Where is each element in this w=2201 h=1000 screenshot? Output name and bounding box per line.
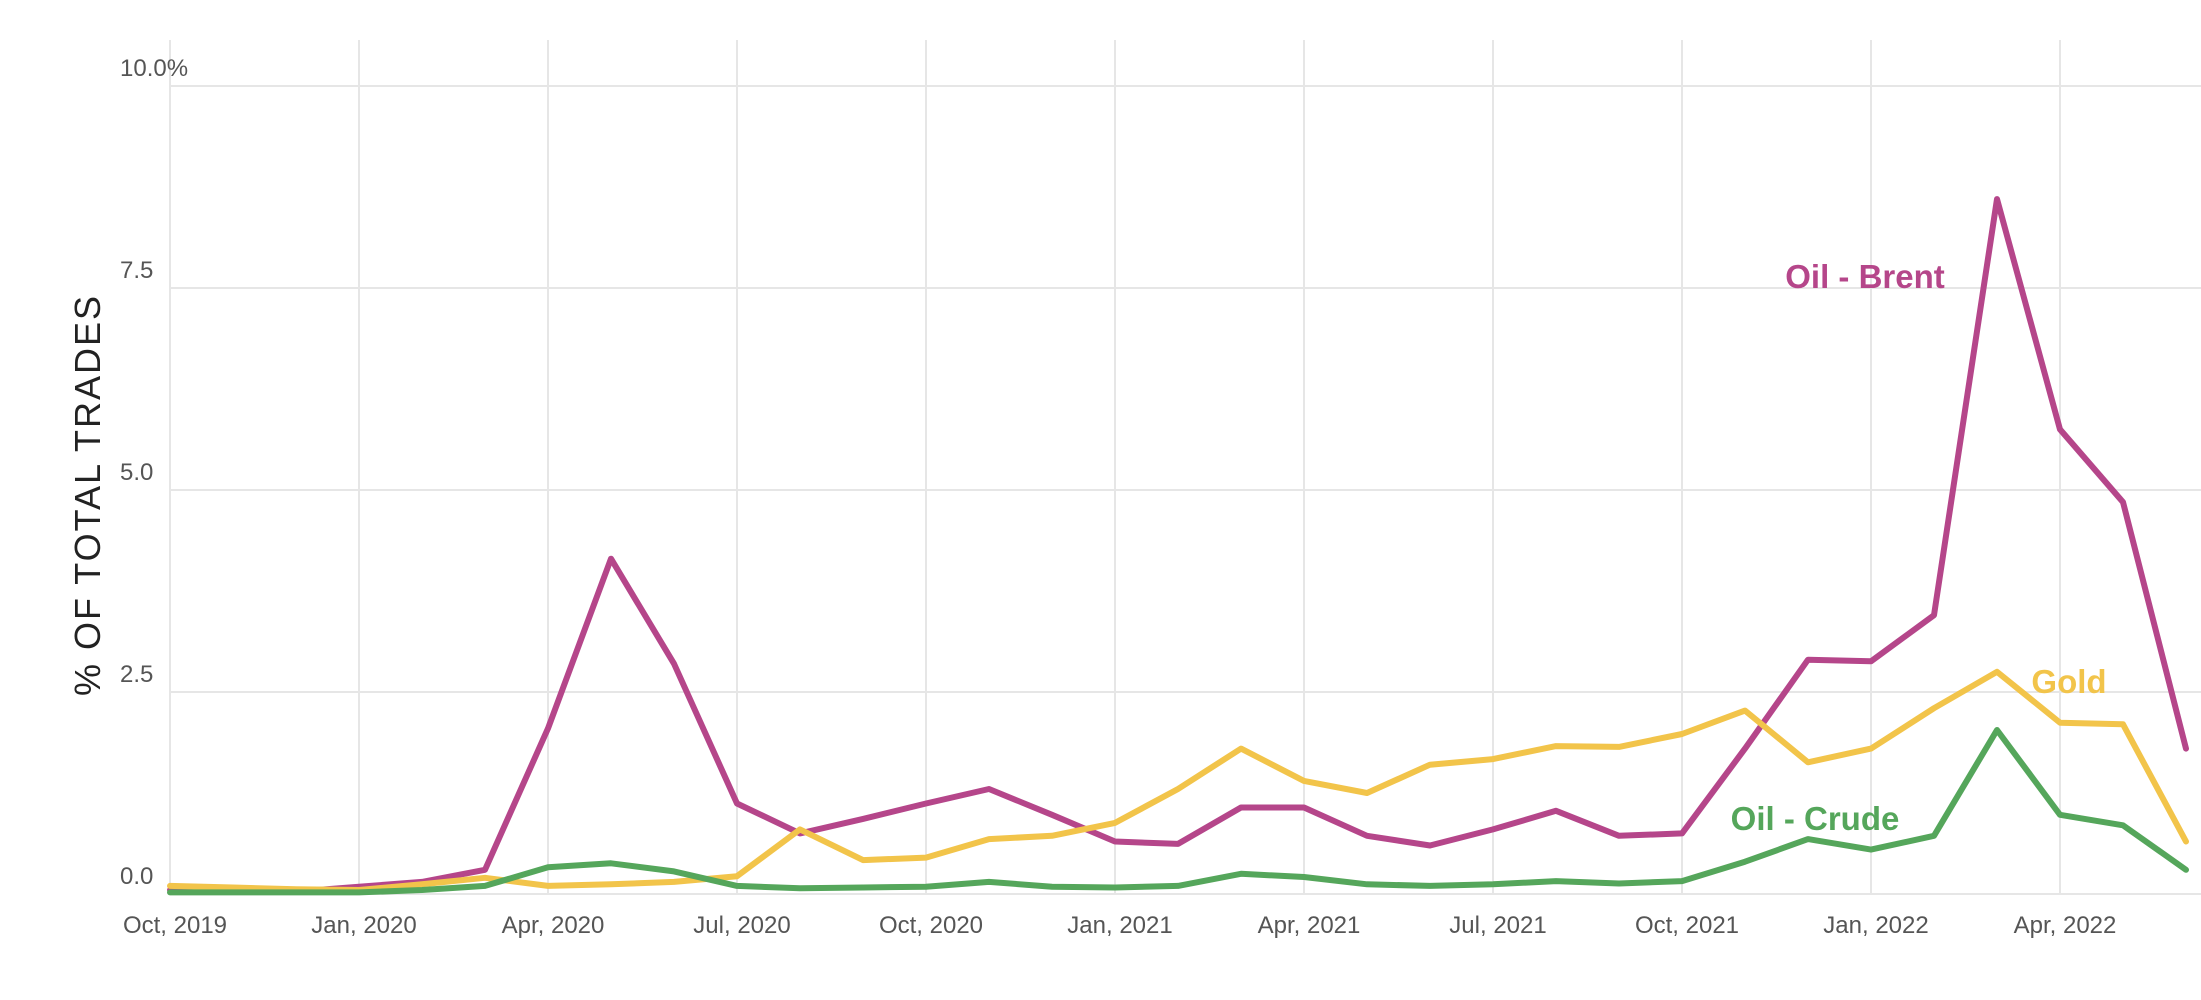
series-group <box>167 196 2189 896</box>
series-labels: Oil - Brent Gold Oil - Crude <box>1731 258 2107 837</box>
series-label-oil-brent: Oil - Brent <box>1785 258 1945 295</box>
x-tick-label: Jan, 2020 <box>311 912 416 939</box>
y-tick-label: 5.0 <box>120 459 153 486</box>
y-tick-label: 7.5 <box>120 257 153 284</box>
x-tick-label: Jan, 2021 <box>1067 912 1172 939</box>
series-line-oil-crude <box>167 727 2189 896</box>
x-tick-label: Jul, 2020 <box>693 912 790 939</box>
x-tick-label: Jul, 2021 <box>1449 912 1546 939</box>
x-tick-label: Jan, 2022 <box>1823 912 1928 939</box>
series-line-oil-brent <box>167 196 2189 895</box>
series-line-gold <box>167 668 2189 893</box>
x-tick-label: Apr, 2021 <box>1258 912 1361 939</box>
x-axis-ticks: Oct, 2019 Jan, 2020 Apr, 2020 Jul, 2020 Oct,… <box>123 912 2116 939</box>
y-tick-label: 10.0% <box>120 55 188 82</box>
x-tick-label: Apr, 2022 <box>2014 912 2117 939</box>
y-tick-label: 2.5 <box>120 661 153 688</box>
x-tick-label: Apr, 2020 <box>502 912 605 939</box>
x-tick-label: Oct, 2020 <box>879 912 983 939</box>
y-tick-label: 0.0 <box>120 863 153 890</box>
series-label-gold: Gold <box>2031 663 2106 700</box>
y-axis-ticks: 0.0 2.5 5.0 7.5 10.0% <box>120 55 188 890</box>
grid <box>169 40 2201 895</box>
x-tick-label: Oct, 2019 <box>123 912 227 939</box>
series-label-oil-crude: Oil - Crude <box>1731 800 1900 837</box>
x-tick-label: Oct, 2021 <box>1635 912 1739 939</box>
y-axis-title: % OF TOTAL TRADES <box>67 294 108 696</box>
